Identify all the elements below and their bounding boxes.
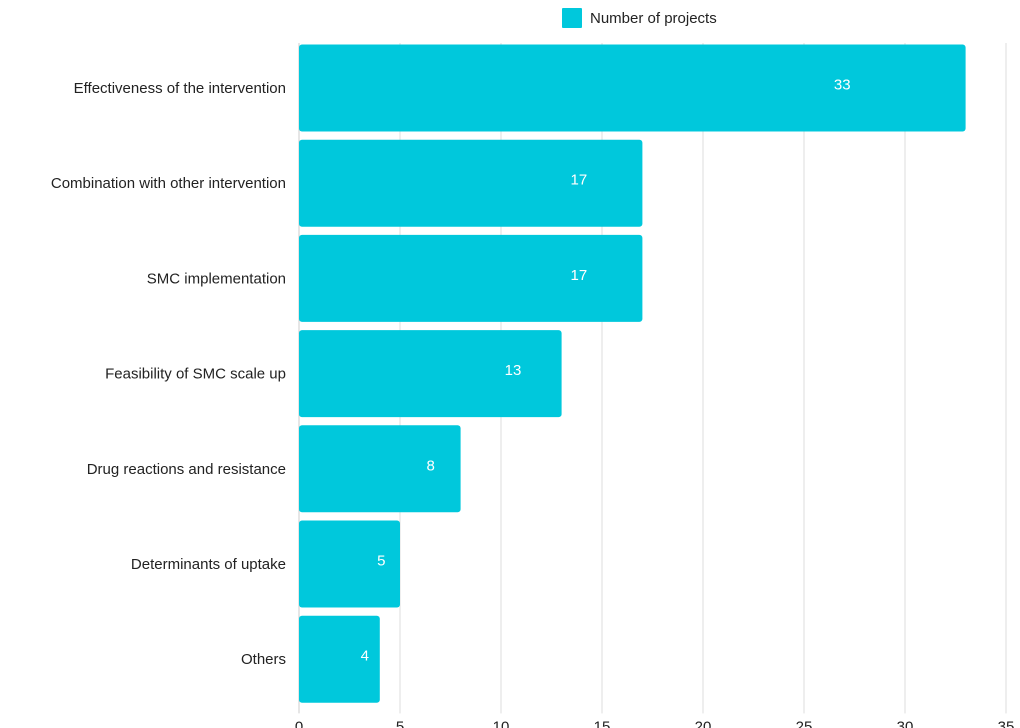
bar-5 [299, 520, 400, 608]
legend-swatch [562, 8, 582, 28]
data-label-2: 17 [571, 267, 588, 284]
bar-4 [299, 425, 461, 513]
bar-3 [299, 330, 562, 418]
category-label-3: Feasibility of SMC scale up [105, 366, 286, 383]
category-label-2: SMC implementation [147, 270, 286, 287]
bar-6 [299, 615, 380, 703]
data-label-6: 4 [361, 648, 369, 665]
category-label-0: Effectiveness of the intervention [74, 80, 286, 97]
bar-2 [299, 234, 643, 322]
data-label-4: 8 [427, 457, 435, 474]
category-label-5: Determinants of uptake [131, 556, 286, 573]
x-tick-label-0: 0 [295, 718, 303, 728]
x-tick-label-5: 5 [396, 718, 404, 728]
x-tick-label-25: 25 [796, 718, 813, 728]
category-label-4: Drug reactions and resistance [87, 461, 286, 478]
category-label-6: Others [241, 651, 286, 668]
x-tick-label-20: 20 [695, 718, 712, 728]
x-tick-label-10: 10 [493, 718, 510, 728]
x-tick-label-30: 30 [897, 718, 914, 728]
data-label-5: 5 [377, 553, 385, 570]
x-tick-label-15: 15 [594, 718, 611, 728]
bar-0 [299, 44, 966, 132]
data-label-0: 33 [834, 77, 851, 94]
legend-label: Number of projects [590, 9, 717, 27]
chart-legend: Number of projects [562, 8, 717, 28]
x-tick-label-35: 35 [998, 718, 1015, 728]
category-label-1: Combination with other intervention [51, 175, 286, 192]
data-label-3: 13 [505, 362, 522, 379]
bar-1 [299, 139, 643, 227]
data-label-1: 17 [571, 172, 588, 189]
